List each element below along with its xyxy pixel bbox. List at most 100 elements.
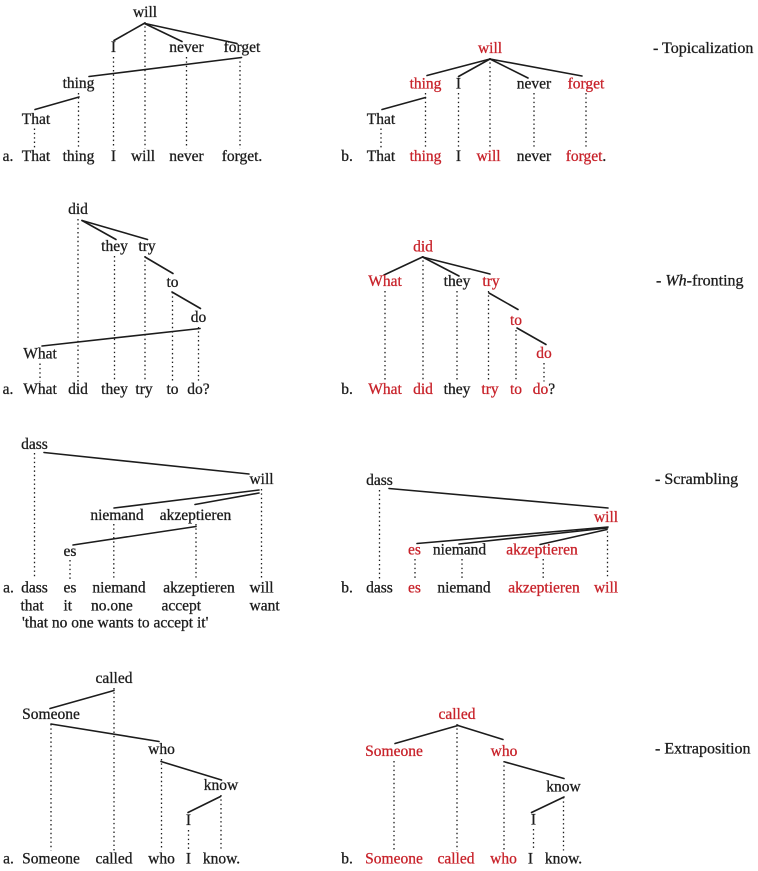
svg-text:did: did	[413, 239, 433, 256]
svg-text:to: to	[166, 274, 178, 291]
svg-text:they: they	[101, 381, 128, 398]
svg-text:will: will	[476, 148, 500, 165]
svg-text:I: I	[186, 851, 191, 868]
svg-text:I: I	[111, 148, 116, 165]
svg-text:dass: dass	[366, 472, 393, 489]
svg-text:never: never	[517, 76, 552, 93]
svg-text:I: I	[531, 812, 536, 829]
svg-text:who: who	[490, 851, 517, 868]
svg-text:b.: b.	[341, 580, 353, 597]
svg-text:will: will	[594, 509, 618, 526]
svg-text:know.: know.	[545, 851, 582, 868]
svg-text:- Scrambling: - Scrambling	[655, 471, 738, 488]
svg-text:b.: b.	[341, 851, 353, 868]
svg-text:akzeptieren: akzeptieren	[163, 580, 235, 597]
svg-text:it: it	[64, 598, 73, 615]
svg-text:That: That	[22, 111, 51, 128]
svg-text:I: I	[186, 812, 191, 829]
svg-text:will: will	[133, 4, 157, 21]
svg-text:will: will	[594, 580, 618, 597]
svg-text:do: do	[536, 345, 552, 362]
svg-text:That: That	[367, 148, 396, 165]
svg-text:That: That	[22, 148, 51, 165]
svg-text:I: I	[456, 76, 461, 93]
svg-text:who: who	[491, 743, 518, 760]
svg-text:es: es	[408, 542, 421, 559]
svg-text:do: do	[191, 309, 207, 326]
svg-text:accept: accept	[162, 598, 202, 615]
svg-text:forget: forget	[568, 76, 605, 93]
svg-text:Someone: Someone	[22, 706, 80, 723]
svg-text:'that no one wants to accept i: 'that no one wants to accept it'	[22, 615, 209, 632]
svg-text:What: What	[368, 273, 402, 290]
svg-text:will: will	[131, 148, 155, 165]
svg-text:do?: do?	[533, 381, 556, 398]
svg-text:did: did	[68, 201, 88, 218]
svg-text:did: did	[413, 381, 433, 398]
svg-text:forget.: forget.	[222, 148, 263, 165]
svg-text:a.: a.	[3, 580, 14, 597]
svg-text:dass: dass	[21, 436, 48, 453]
svg-text:a.: a.	[3, 381, 14, 398]
svg-text:do?: do?	[187, 381, 210, 398]
svg-text:try: try	[138, 238, 155, 255]
svg-text:Someone: Someone	[365, 851, 423, 868]
svg-text:forget: forget	[224, 39, 261, 56]
svg-text:I: I	[111, 39, 116, 56]
svg-text:called: called	[437, 851, 474, 868]
svg-text:es: es	[64, 543, 77, 560]
svg-text:b.: b.	[341, 148, 353, 165]
svg-text:akzeptieren: akzeptieren	[160, 507, 232, 524]
svg-text:know: know	[204, 777, 239, 794]
svg-text:thing: thing	[63, 148, 95, 165]
svg-text:forget.: forget.	[566, 148, 607, 165]
svg-text:I: I	[528, 851, 533, 868]
svg-text:will: will	[249, 580, 273, 597]
svg-text:es: es	[408, 580, 421, 597]
svg-text:Someone: Someone	[22, 851, 80, 868]
svg-text:never: never	[169, 39, 204, 56]
svg-text:dass: dass	[366, 580, 393, 597]
svg-text:they: they	[444, 381, 471, 398]
svg-text:niemand: niemand	[433, 542, 487, 559]
svg-text:dass: dass	[21, 580, 48, 597]
svg-text:What: What	[368, 381, 402, 398]
svg-text:What: What	[23, 381, 57, 398]
svg-text:What: What	[23, 346, 57, 363]
svg-text:will: will	[249, 471, 273, 488]
svg-text:know.: know.	[203, 851, 240, 868]
svg-text:I: I	[456, 148, 461, 165]
svg-text:a.: a.	[3, 148, 14, 165]
svg-text:Someone: Someone	[365, 743, 423, 760]
svg-text:niemand: niemand	[437, 580, 491, 597]
svg-text:That: That	[367, 111, 396, 128]
svg-text:a.: a.	[3, 851, 14, 868]
svg-text:that: that	[21, 598, 45, 615]
svg-text:try: try	[135, 381, 152, 398]
svg-text:to: to	[510, 381, 522, 398]
svg-text:thing: thing	[410, 76, 442, 93]
svg-text:did: did	[68, 381, 88, 398]
svg-text:akzeptieren: akzeptieren	[508, 580, 580, 597]
svg-text:called: called	[438, 706, 475, 723]
svg-text:will: will	[478, 40, 502, 57]
svg-text:want: want	[250, 598, 281, 615]
svg-text:thing: thing	[410, 148, 442, 165]
svg-text:try: try	[482, 273, 499, 290]
svg-text:they: they	[444, 273, 471, 290]
svg-text:called: called	[95, 851, 132, 868]
svg-text:- Wh-fronting: - Wh-fronting	[656, 273, 744, 290]
svg-text:they: they	[101, 238, 128, 255]
svg-text:who: who	[148, 851, 175, 868]
svg-text:- Topicalization: - Topicalization	[653, 40, 753, 57]
svg-text:b.: b.	[341, 381, 353, 398]
svg-text:called: called	[95, 670, 132, 687]
svg-text:thing: thing	[63, 75, 95, 92]
svg-text:never: never	[169, 148, 204, 165]
svg-text:never: never	[517, 148, 552, 165]
svg-text:- Extraposition: - Extraposition	[655, 741, 751, 758]
svg-text:no.one: no.one	[91, 598, 133, 615]
svg-text:niemand: niemand	[90, 507, 144, 524]
svg-text:akzeptieren: akzeptieren	[506, 542, 578, 559]
svg-text:es: es	[64, 580, 77, 597]
